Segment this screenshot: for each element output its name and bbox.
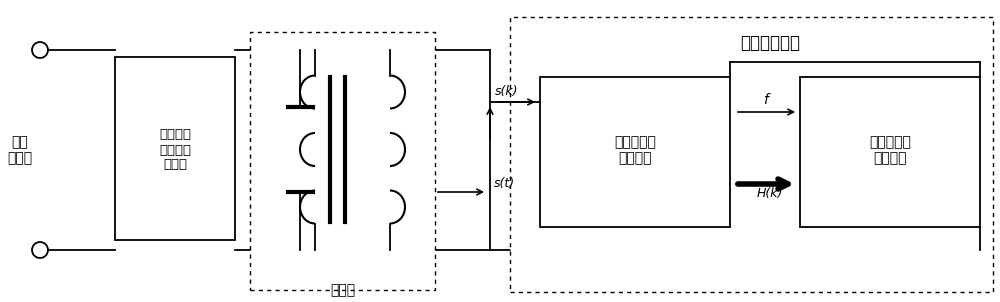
Text: 信号处理单元: 信号处理单元 [740,34,800,52]
Bar [540,77,730,227]
Bar [510,17,993,292]
Text: s(t): s(t) [494,177,515,190]
Text: 工频
供电端: 工频 供电端 [7,135,33,165]
Text: 变压器: 变压器 [330,283,355,297]
Text: f: f [763,93,767,107]
Text: s(k): s(k) [495,85,518,98]
Text: H(k): H(k) [757,187,783,200]
Text: 有源反相谐
波补偿器: 有源反相谐 波补偿器 [869,135,911,165]
Bar [800,77,980,227]
Text: 频率估计、
权值更新: 频率估计、 权值更新 [614,135,656,165]
Bar [115,57,235,240]
Text: 可能产生
谐波的负
载设备: 可能产生 谐波的负 载设备 [159,128,191,172]
Bar [250,32,435,290]
